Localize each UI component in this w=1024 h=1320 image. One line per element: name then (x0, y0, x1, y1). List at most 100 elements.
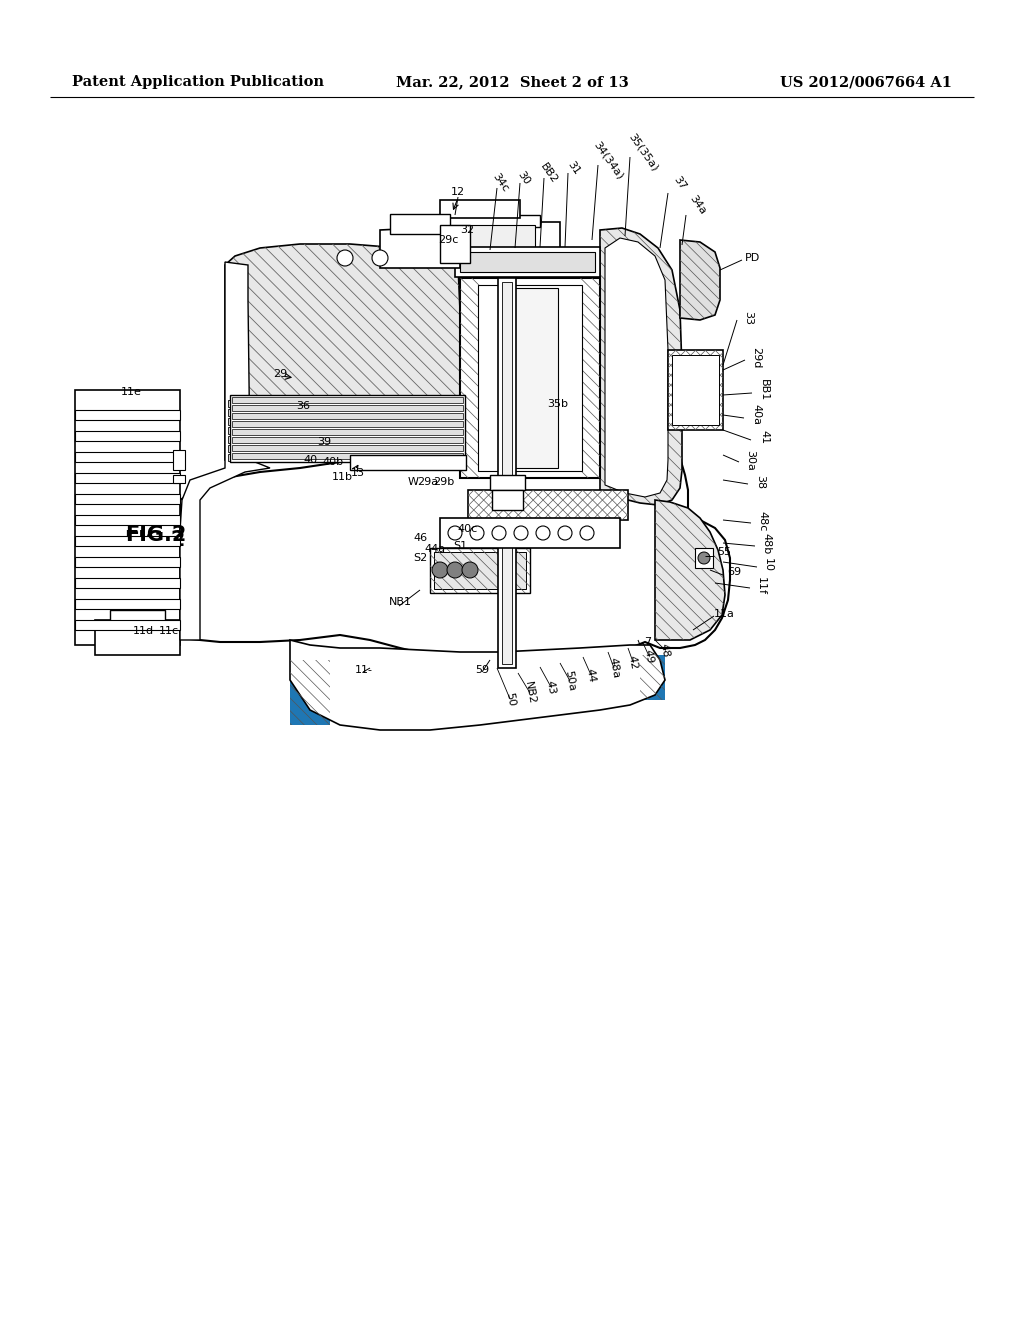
Text: 33: 33 (743, 312, 753, 325)
Bar (434, 552, 526, 589)
Bar (232, 397, 463, 403)
Polygon shape (180, 261, 270, 640)
Text: S2: S2 (413, 553, 427, 564)
Polygon shape (455, 247, 600, 277)
Bar (440, 201, 520, 218)
Text: 11a: 11a (714, 609, 734, 619)
Text: 69: 69 (727, 568, 741, 577)
Bar (75, 620, 180, 630)
Bar (455, 247, 600, 277)
Text: 29d: 29d (751, 347, 761, 368)
Text: 10: 10 (763, 558, 773, 572)
Text: 50: 50 (504, 692, 516, 706)
Bar (95, 620, 180, 655)
Bar (75, 536, 180, 546)
Bar (395, 222, 560, 267)
Text: 44a: 44a (424, 544, 445, 554)
Text: 35(35a): 35(35a) (627, 131, 659, 173)
Text: 48b: 48b (761, 533, 771, 554)
Text: 50a: 50a (563, 669, 577, 692)
Text: NB1: NB1 (388, 597, 412, 607)
Text: 49: 49 (643, 648, 655, 664)
Bar (390, 214, 450, 234)
Bar (75, 473, 180, 483)
Text: 44: 44 (585, 667, 597, 682)
Bar (232, 453, 463, 459)
Bar (492, 490, 523, 510)
Circle shape (514, 525, 528, 540)
Bar (672, 355, 719, 425)
Bar (502, 282, 512, 664)
Text: 48c: 48c (757, 511, 767, 531)
Text: 42: 42 (627, 655, 639, 669)
Bar (228, 436, 458, 444)
Bar (460, 279, 600, 478)
Text: 43: 43 (545, 680, 557, 694)
Polygon shape (580, 279, 600, 478)
Polygon shape (468, 490, 628, 520)
Polygon shape (225, 244, 460, 462)
Text: 46: 46 (413, 533, 427, 543)
Text: 11c: 11c (159, 626, 179, 636)
Bar (228, 400, 458, 407)
Polygon shape (290, 660, 330, 725)
Text: 13: 13 (351, 469, 365, 478)
Text: 40a: 40a (751, 404, 761, 425)
Polygon shape (225, 244, 460, 462)
Bar (75, 578, 180, 587)
Bar (75, 599, 180, 609)
Text: 11d: 11d (132, 626, 154, 636)
Polygon shape (668, 350, 723, 430)
Polygon shape (395, 222, 560, 267)
Bar (232, 421, 463, 426)
Bar (695, 548, 713, 568)
Bar (490, 475, 525, 490)
Circle shape (462, 562, 478, 578)
Text: BB2: BB2 (539, 161, 559, 185)
Text: S1: S1 (453, 541, 467, 550)
Text: 55: 55 (717, 546, 731, 557)
Text: FIG.2: FIG.2 (124, 531, 185, 550)
Circle shape (337, 249, 353, 267)
Bar (173, 475, 185, 483)
Bar (75, 432, 180, 441)
Polygon shape (380, 228, 460, 268)
Text: 40b: 40b (323, 457, 344, 467)
Text: 38: 38 (755, 475, 765, 490)
Circle shape (698, 552, 710, 564)
Bar (232, 437, 463, 444)
Polygon shape (655, 500, 725, 640)
Polygon shape (350, 455, 466, 470)
Text: 37: 37 (672, 174, 688, 191)
Bar (110, 610, 165, 624)
Circle shape (470, 525, 484, 540)
Circle shape (449, 525, 462, 540)
Polygon shape (600, 228, 682, 506)
Text: 34c: 34c (490, 172, 510, 194)
Text: 31: 31 (566, 160, 582, 177)
Text: 12: 12 (451, 187, 465, 197)
Text: 11b: 11b (332, 473, 352, 482)
Circle shape (432, 562, 449, 578)
Text: 11e: 11e (121, 387, 141, 397)
Text: 39: 39 (317, 437, 331, 447)
Polygon shape (430, 548, 530, 593)
Text: NB2: NB2 (523, 681, 537, 705)
Text: 30a: 30a (745, 450, 755, 470)
Text: 34(34a): 34(34a) (591, 139, 625, 181)
Bar (75, 494, 180, 504)
Bar (228, 409, 458, 416)
Text: 30: 30 (516, 169, 532, 186)
Bar (173, 450, 185, 470)
Bar (75, 557, 180, 568)
Circle shape (372, 249, 388, 267)
Circle shape (447, 562, 463, 578)
Text: 7: 7 (644, 638, 651, 647)
Polygon shape (180, 432, 730, 663)
Text: 41: 41 (759, 430, 769, 444)
Bar (232, 405, 463, 411)
Bar (232, 445, 463, 451)
Bar (228, 418, 458, 425)
Bar (232, 429, 463, 436)
Polygon shape (600, 228, 682, 506)
